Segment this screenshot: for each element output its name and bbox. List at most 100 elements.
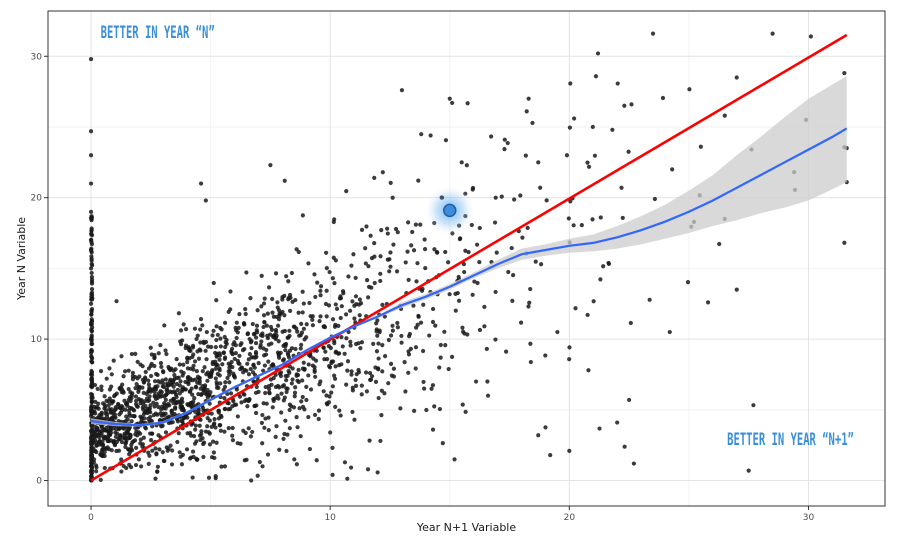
data-point <box>246 426 251 431</box>
data-point <box>166 414 172 419</box>
data-point <box>346 274 351 279</box>
data-point <box>304 335 309 340</box>
data-point <box>366 295 371 300</box>
data-point <box>88 209 94 214</box>
data-point <box>138 437 143 442</box>
data-point <box>359 227 365 232</box>
data-point <box>234 335 239 341</box>
data-point <box>403 389 408 394</box>
data-point <box>211 439 216 444</box>
data-point <box>106 403 111 408</box>
data-point <box>253 341 259 346</box>
data-point <box>395 325 400 330</box>
data-point <box>338 413 343 418</box>
data-point <box>148 363 153 369</box>
data-point <box>357 297 363 302</box>
data-point <box>461 261 467 267</box>
data-point <box>165 448 170 453</box>
data-point <box>102 428 107 433</box>
data-point <box>161 381 166 386</box>
data-point <box>222 395 227 401</box>
data-point <box>294 462 299 467</box>
data-point <box>107 366 112 371</box>
data-point <box>318 314 323 319</box>
data-point <box>165 383 170 388</box>
data-point <box>158 343 163 348</box>
data-point <box>147 453 152 458</box>
data-point <box>148 345 153 350</box>
data-point <box>351 252 356 257</box>
data-point <box>222 429 227 434</box>
data-point <box>191 433 197 439</box>
data-point <box>198 316 204 322</box>
data-point <box>107 396 112 401</box>
data-point <box>134 404 140 409</box>
data-point <box>153 384 158 389</box>
data-point <box>591 299 596 304</box>
data-point <box>493 337 498 342</box>
data-point <box>134 382 139 387</box>
data-point <box>190 475 195 480</box>
data-point <box>294 247 299 252</box>
data-point <box>375 470 380 475</box>
data-point <box>510 298 515 303</box>
data-point <box>247 336 252 342</box>
data-point <box>119 457 124 462</box>
data-point <box>212 455 217 461</box>
data-point <box>226 309 231 315</box>
data-point <box>258 342 263 348</box>
data-point <box>276 339 281 344</box>
data-point <box>93 438 98 443</box>
data-point <box>290 366 295 371</box>
data-point <box>366 264 371 269</box>
data-point <box>585 312 590 318</box>
data-point <box>407 331 412 337</box>
data-point <box>330 472 335 477</box>
data-point <box>294 326 299 331</box>
data-point <box>525 225 530 230</box>
data-point <box>247 351 253 357</box>
data-point <box>284 448 289 454</box>
data-point <box>90 296 95 301</box>
data-point <box>379 413 384 418</box>
data-point <box>211 450 216 455</box>
data-point <box>328 430 333 435</box>
data-point <box>214 362 219 368</box>
data-point <box>198 181 204 186</box>
data-point <box>97 438 102 444</box>
data-point <box>293 385 298 390</box>
data-point <box>329 390 334 395</box>
x-tick-label: 0 <box>88 513 94 523</box>
data-point <box>180 418 185 424</box>
data-point <box>276 308 282 313</box>
data-point <box>631 461 637 466</box>
data-point <box>353 275 358 281</box>
data-point <box>171 384 176 389</box>
data-point <box>318 284 324 289</box>
data-point <box>223 380 228 385</box>
data-point <box>88 153 94 158</box>
data-point <box>430 383 436 388</box>
data-point <box>89 277 95 282</box>
data-point <box>390 328 395 333</box>
data-point <box>122 369 128 374</box>
data-point <box>502 137 507 142</box>
data-point <box>394 269 400 274</box>
data-point <box>117 386 122 391</box>
data-point <box>212 417 217 422</box>
data-point <box>249 346 254 351</box>
data-point <box>571 223 576 228</box>
data-point <box>475 242 480 247</box>
data-point <box>284 386 289 391</box>
data-point <box>190 354 195 360</box>
data-point <box>200 369 205 374</box>
data-point <box>257 459 262 465</box>
data-point <box>338 315 343 321</box>
data-point <box>146 416 151 421</box>
data-point <box>687 87 692 92</box>
data-point <box>232 356 237 362</box>
data-point <box>619 185 624 190</box>
data-point <box>102 394 107 399</box>
data-point <box>389 361 394 366</box>
data-point <box>187 347 192 352</box>
